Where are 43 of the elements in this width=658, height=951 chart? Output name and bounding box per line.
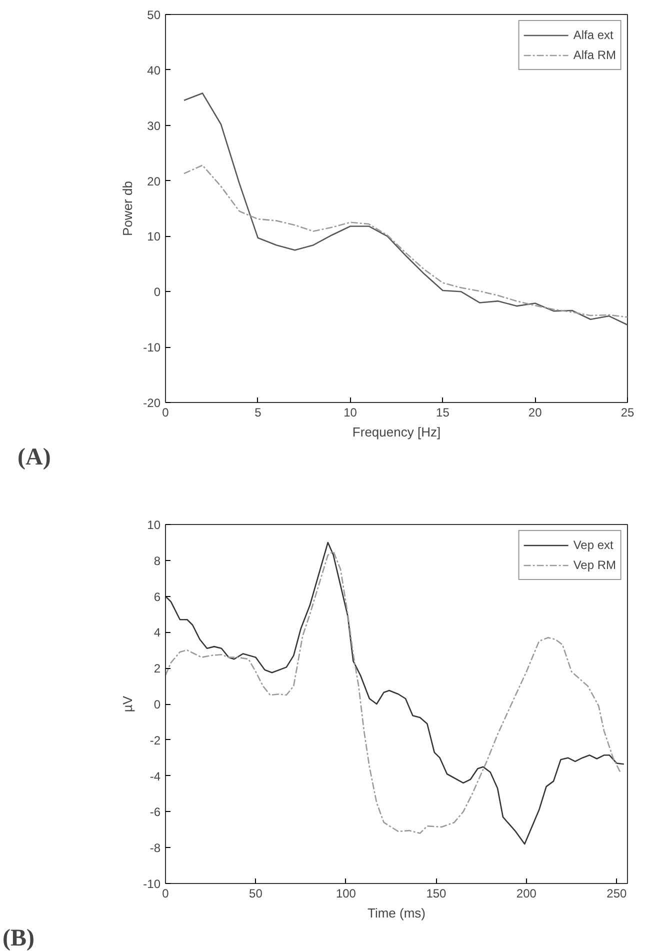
- legend-label: Vep ext: [573, 538, 614, 552]
- x-tick-label: 0: [162, 886, 170, 900]
- y-tick-label: -4: [150, 769, 161, 784]
- x-tick-label: 250: [606, 886, 628, 900]
- legend-label: Vep RM: [573, 558, 616, 572]
- y-tick-label: 6: [154, 590, 161, 604]
- y-tick-label: 8: [154, 554, 161, 568]
- x-axis-title: Time (ms): [368, 906, 426, 920]
- y-tick-label: 2: [154, 662, 161, 676]
- x-tick-label: 20: [528, 406, 542, 420]
- x-tick-label: 150: [426, 886, 447, 900]
- text: (B): [2, 926, 34, 951]
- y-tick-label: -20: [143, 396, 161, 410]
- x-tick-label: 0: [162, 406, 170, 420]
- x-tick-label: 50: [249, 886, 263, 900]
- y-tick-label: -8: [150, 841, 161, 856]
- x-tick-label: 10: [344, 406, 358, 420]
- y-axis-title: Power db: [120, 181, 136, 236]
- y-tick-label: -10: [143, 877, 161, 891]
- y-tick-label: -6: [150, 805, 161, 820]
- y-axis-title: µV: [120, 696, 136, 712]
- y-tick-label: 40: [147, 63, 161, 78]
- x-tick-label: 200: [516, 886, 537, 900]
- y-tick-label: 20: [147, 174, 161, 188]
- y-tick-label: 10: [147, 230, 161, 244]
- y-tick-label: 30: [147, 118, 161, 133]
- y-tick-label: 0: [154, 285, 161, 300]
- legend-label: Alfa RM: [573, 48, 616, 62]
- line-series: [183, 164, 628, 318]
- text: (A): [18, 444, 51, 470]
- x-tick-label: 15: [436, 406, 450, 420]
- legend-label: Alfa ext: [573, 28, 614, 42]
- x-tick-label: 100: [336, 886, 356, 900]
- line-series: [183, 92, 628, 326]
- y-tick-label: 50: [147, 8, 161, 22]
- y-tick-label: -10: [143, 340, 161, 355]
- x-axis-title: Frequency [Hz]: [352, 424, 441, 440]
- y-tick-label: -2: [150, 733, 161, 748]
- y-tick-label: 0: [154, 698, 161, 712]
- x-tick-label: 25: [620, 406, 634, 420]
- y-tick-label: 10: [147, 518, 161, 532]
- y-tick-label: 4: [154, 626, 161, 640]
- x-tick-label: 5: [254, 406, 262, 420]
